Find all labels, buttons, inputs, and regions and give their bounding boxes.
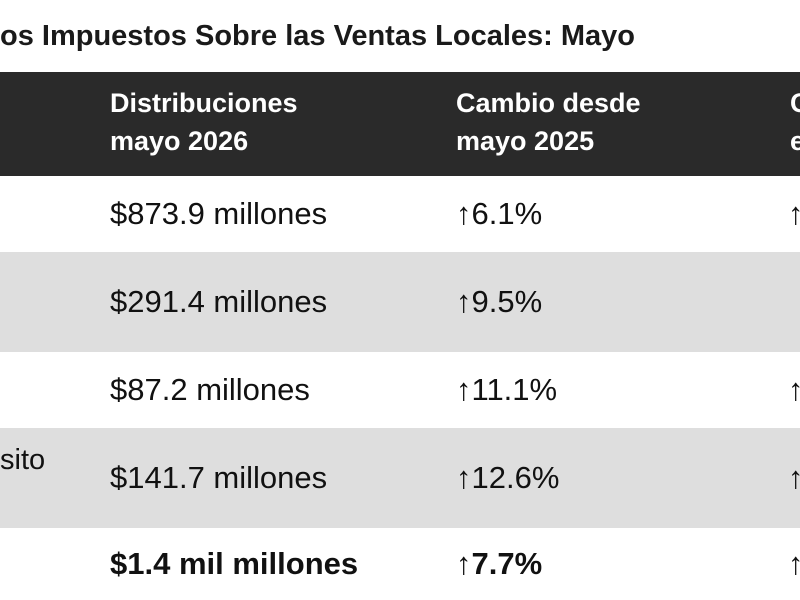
table-title: os Impuestos Sobre las Ventas Locales: M… [0,20,635,52]
table-row: $1.4 mil millones ↑7.7% ↑ [0,528,800,600]
change-cell: ↑9.5% [456,284,543,319]
change-cell: ↑6.1% [456,196,543,231]
table-row: $291.4 millones ↑9.5% [0,252,800,352]
header-cell: C e [790,88,800,156]
next-cell: ↑ [788,372,800,407]
distribution-cell: $141.7 millones [110,460,328,495]
distribution-cell: $873.9 millones [110,196,328,231]
change-cell: ↑7.7% [456,546,543,581]
next-cell: ↑ [788,196,800,231]
table-row: $873.9 millones ↑6.1% ↑ [0,176,800,252]
table-row: sito $141.7 millones ↑12.6% ↑ [0,428,800,528]
table-row: $87.2 millones ↑11.1% ↑ [0,352,800,428]
change-cell: ↑11.1% [456,372,558,407]
header-cell: Distribuciones mayo 2026 [110,88,298,156]
change-cell: ↑12.6% [456,460,560,495]
row-label: sito [0,444,46,476]
next-cell: ↑ [788,460,800,495]
next-cell: ↑ [788,546,800,581]
header-cell: Cambio desde mayo 2025 [456,88,641,156]
distribution-cell: $291.4 millones [110,284,328,319]
distribution-cell: $1.4 mil millones [110,546,359,581]
distribution-cell: $87.2 millones [110,372,310,407]
table-header: Distribuciones mayo 2026 Cambio desde ma… [0,72,800,176]
